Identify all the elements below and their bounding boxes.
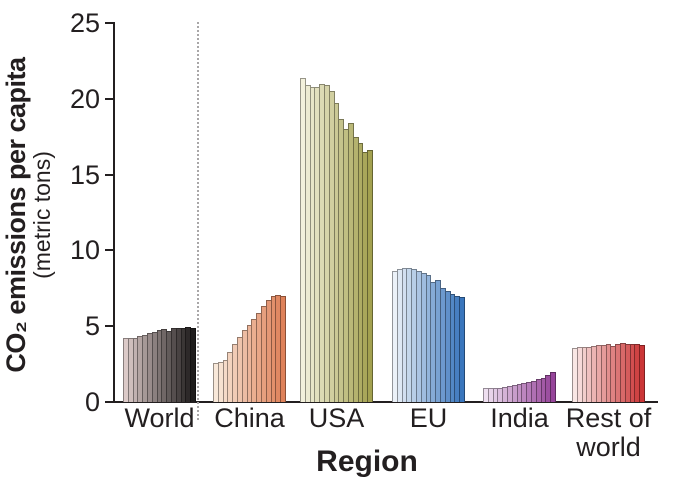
y-tick-mark-15 (105, 173, 113, 176)
y-tick-mark-10 (105, 249, 113, 252)
x-label-rest-of-world: Rest of world (565, 403, 652, 462)
y-tick-label-5: 5 (84, 311, 100, 342)
y-axis-title: CO₂ emissions per capita (metric tons) (1, 5, 66, 425)
bar-world-15 (190, 328, 196, 402)
y-tick-label-0: 0 (84, 387, 100, 417)
bar-group-india (483, 372, 556, 402)
bar-group-rest-of-world (572, 343, 645, 402)
x-label-world: World (124, 403, 195, 433)
y-tick-mark-20 (105, 97, 113, 100)
bar-china-15 (280, 296, 286, 402)
bar-rest-of-world-15 (639, 345, 645, 402)
x-label-china: China (214, 403, 285, 433)
y-tick-label-10: 10 (69, 235, 100, 266)
y-axis-title-sub: (metric tons) (29, 151, 56, 279)
bar-eu-15 (459, 297, 465, 402)
x-axis-line (112, 401, 658, 403)
bar-group-china (213, 295, 286, 402)
x-label-usa: USA (308, 403, 365, 433)
y-tick-mark-25 (105, 22, 113, 24)
bar-group-usa (300, 78, 373, 402)
y-tick-mark-5 (105, 325, 113, 328)
y-axis-title-main: CO₂ emissions per capita (1, 57, 31, 373)
x-axis-title: Region (316, 445, 418, 478)
world-separator-dotted-line (197, 22, 199, 420)
bar-usa-15 (367, 150, 373, 402)
x-label-eu: EU (409, 403, 448, 433)
bar-india-15 (550, 372, 556, 402)
x-label-india: India (490, 403, 549, 433)
y-tick-label-20: 20 (69, 83, 100, 114)
y-tick-mark-0 (105, 401, 113, 403)
y-tick-label-25: 25 (69, 8, 100, 38)
y-axis-line (113, 22, 115, 403)
bar-group-eu (392, 268, 465, 402)
bar-group-world (123, 327, 196, 402)
y-tick-label-15: 15 (69, 159, 100, 190)
